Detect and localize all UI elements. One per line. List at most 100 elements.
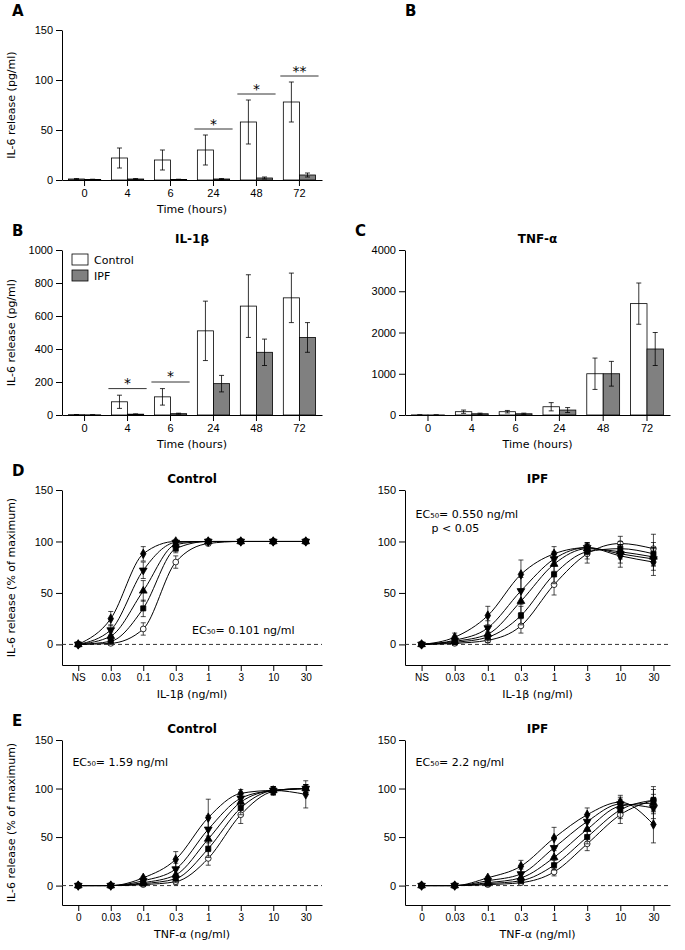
y-tick-label: 150 [378,484,396,496]
curve-line [78,789,306,886]
error-bar [289,273,294,323]
x-tick-label: 0.03 [102,672,122,683]
bar [428,414,444,415]
x-tick: 3 [585,905,591,923]
bar-series [428,333,663,416]
x-tick-mark [471,415,472,421]
x-tick-mark [176,905,177,911]
y-tick-label: 0 [47,409,53,421]
x-tick-label: 4 [124,422,130,434]
error-bar [90,414,95,415]
y-tick: 0 [390,638,405,650]
error-bar [653,333,658,366]
significance-label: * [210,116,217,132]
x-tick: 3 [238,665,244,683]
x-tick-mark [111,665,112,671]
x-tick-mark [213,415,214,421]
figure: 050100150046244872Time (hours)IL-6 relea… [0,0,685,950]
x-tick: 1 [206,905,212,923]
x-tick-mark [427,415,428,421]
y-tick-mark [56,593,62,594]
x-tick-mark [488,665,489,671]
error-bar [219,375,224,392]
y-tick-label: 50 [41,124,53,136]
x-tick-label: 48 [250,187,262,199]
curve-series [419,787,657,889]
marker [651,820,656,829]
x-tick: 0.1 [481,905,495,923]
x-tick-mark [127,415,128,421]
x-tick: 0.3 [514,905,528,923]
x-axis-line [406,905,671,906]
x-tick-mark [78,665,79,671]
x-tick-mark [208,665,209,671]
y-tick-label: 1000 [372,368,396,380]
error-bar [117,148,122,168]
marker [618,797,623,806]
x-tick-label: NS [415,672,429,683]
y-tick: 0 [390,880,405,892]
x-tick-mark [241,905,242,911]
x-tick-label: 3 [238,912,244,923]
curve-line [78,789,306,886]
plot-area [62,537,322,649]
marker [584,810,589,819]
y-axis: 050100150 [35,484,63,665]
curve-line [78,541,306,644]
y-axis: 01000200030004000 [372,244,406,421]
y-tick-mark [399,789,405,790]
marker [173,559,179,565]
y-tick-label: 50 [41,831,53,843]
error-bar [133,179,138,180]
x-axis: 00.030.10.3131030 [63,905,323,923]
error-bar [160,150,165,170]
x-tick-mark [176,665,177,671]
x-tick: 0.3 [514,665,528,683]
error-bar [238,790,243,798]
legend: ControlIPF [72,254,134,283]
error-bar [651,806,656,843]
error-bar [262,177,267,179]
y-tick-label: 50 [41,587,53,599]
error-bar [173,852,178,868]
x-tick: 30 [648,905,660,923]
y-tick-label: 100 [35,74,53,86]
x-tick-mark [84,180,85,186]
bar [516,414,532,415]
y-tick: 50 [384,587,405,599]
bar [85,179,101,180]
marker [206,813,211,822]
marker [518,613,523,618]
x-tick-mark [603,415,604,421]
significance-label: * [167,368,174,384]
x-tick-label: 72 [641,422,653,434]
error-bar [246,100,251,144]
marker [518,861,523,870]
x-tick-label: 24 [207,187,219,199]
x-tick: 0 [76,905,82,923]
panel-label: D [12,462,24,480]
x-axis-line [406,415,671,416]
bar [256,178,272,180]
marker [107,628,115,635]
curve-series [418,794,658,887]
marker [517,589,525,596]
x-tick-label: 1 [552,912,558,923]
x-tick-label: 0 [81,422,87,434]
error-bar [549,403,554,411]
error-bar [141,623,146,635]
x-tick-label: 0 [81,187,87,199]
error-bar [176,413,181,415]
x-tick-label: 0 [76,912,82,923]
error-bar [651,549,656,576]
marker [271,786,276,795]
y-tick-label: 600 [35,310,53,322]
y-tick-label: 50 [384,587,396,599]
bar [171,179,187,180]
x-tick-label: 0.03 [445,672,465,683]
y-tick-mark [399,415,405,416]
x-tick-label: 0.1 [137,672,151,683]
x-tick-mark [111,905,112,911]
curve-series [74,537,309,647]
x-tick: 0.3 [169,905,183,923]
